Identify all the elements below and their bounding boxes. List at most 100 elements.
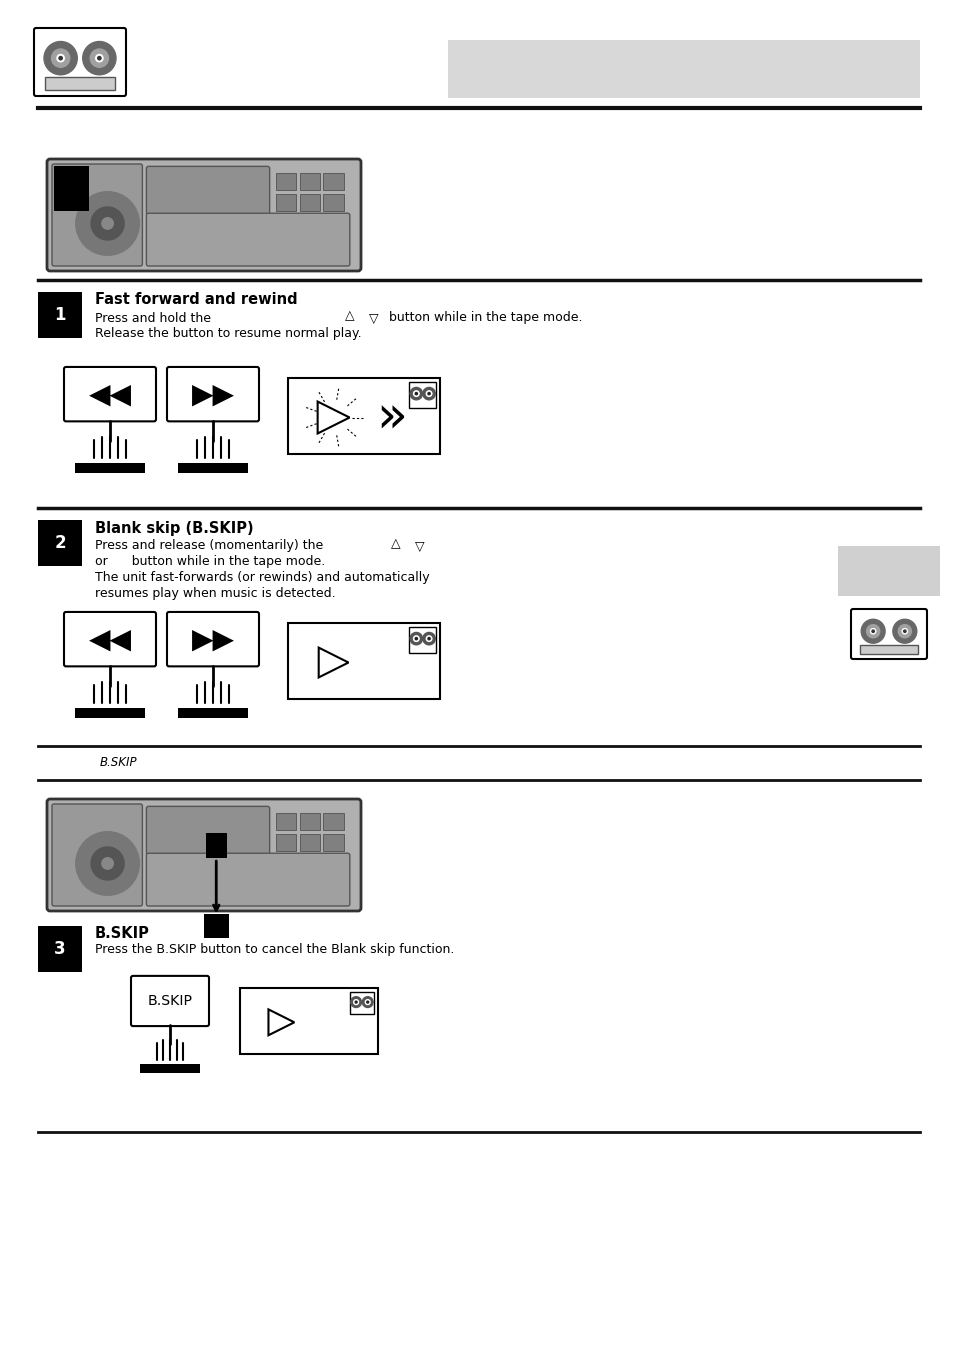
Text: Blank skip (B.SKIP): Blank skip (B.SKIP): [95, 521, 253, 535]
Bar: [299, 813, 320, 830]
FancyBboxPatch shape: [52, 804, 142, 906]
Bar: [409, 383, 436, 408]
Text: or      button while in the tape mode.: or button while in the tape mode.: [95, 556, 325, 568]
Circle shape: [91, 846, 124, 880]
Bar: [409, 627, 436, 653]
Text: △: △: [391, 538, 400, 550]
Bar: [38, 292, 82, 338]
Circle shape: [422, 633, 435, 645]
FancyBboxPatch shape: [167, 612, 258, 667]
Text: Press and hold the: Press and hold the: [95, 311, 211, 324]
FancyBboxPatch shape: [146, 853, 350, 906]
Circle shape: [95, 54, 103, 62]
Bar: [288, 623, 439, 699]
Circle shape: [871, 630, 874, 633]
Bar: [299, 193, 320, 211]
Bar: [45, 77, 115, 89]
FancyBboxPatch shape: [146, 214, 350, 266]
FancyBboxPatch shape: [64, 612, 156, 667]
Circle shape: [75, 192, 139, 256]
Circle shape: [426, 391, 432, 396]
Circle shape: [351, 996, 361, 1007]
Circle shape: [51, 49, 70, 68]
Bar: [288, 379, 439, 454]
Bar: [204, 914, 229, 938]
Text: B.SKIP: B.SKIP: [100, 757, 137, 769]
Circle shape: [861, 619, 884, 644]
Bar: [54, 166, 89, 211]
Text: 1: 1: [54, 306, 66, 324]
Circle shape: [355, 1000, 356, 1003]
Circle shape: [413, 391, 418, 396]
Circle shape: [44, 42, 77, 74]
Bar: [299, 834, 320, 850]
Text: Press the B.SKIP button to cancel the Blank skip function.: Press the B.SKIP button to cancel the Bl…: [95, 944, 454, 956]
Circle shape: [75, 831, 139, 895]
Text: button while in the tape mode.: button while in the tape mode.: [389, 311, 582, 324]
Circle shape: [57, 54, 64, 62]
Bar: [448, 41, 919, 97]
Circle shape: [413, 635, 418, 641]
Bar: [140, 1064, 199, 1073]
Bar: [240, 988, 377, 1055]
Text: 3: 3: [54, 940, 66, 959]
Bar: [350, 992, 374, 1014]
Text: ▽: ▽: [415, 539, 424, 553]
Circle shape: [415, 392, 417, 395]
Circle shape: [422, 388, 435, 400]
Bar: [177, 707, 248, 718]
Circle shape: [354, 999, 358, 1005]
Bar: [275, 193, 296, 211]
Bar: [860, 645, 917, 654]
FancyBboxPatch shape: [146, 806, 270, 854]
FancyBboxPatch shape: [52, 164, 142, 266]
Circle shape: [366, 1000, 368, 1003]
Circle shape: [898, 625, 910, 638]
Bar: [38, 521, 82, 566]
Bar: [38, 926, 82, 972]
Circle shape: [59, 57, 62, 59]
Text: ◀◀: ◀◀: [89, 380, 132, 408]
Text: B.SKIP: B.SKIP: [95, 926, 150, 941]
FancyBboxPatch shape: [47, 799, 360, 911]
Text: Press and release (momentarily) the: Press and release (momentarily) the: [95, 539, 323, 553]
Circle shape: [410, 633, 422, 645]
Circle shape: [428, 392, 430, 395]
FancyBboxPatch shape: [146, 166, 270, 215]
FancyBboxPatch shape: [64, 366, 156, 422]
Text: »: »: [375, 393, 406, 443]
Circle shape: [362, 996, 373, 1007]
Bar: [275, 834, 296, 850]
FancyBboxPatch shape: [131, 976, 209, 1026]
Bar: [275, 813, 296, 830]
Text: ▶▶: ▶▶: [192, 380, 234, 408]
Circle shape: [91, 49, 109, 68]
Bar: [323, 834, 343, 850]
Bar: [74, 707, 145, 718]
Circle shape: [428, 638, 430, 639]
Circle shape: [83, 42, 116, 74]
Bar: [323, 193, 343, 211]
FancyBboxPatch shape: [47, 160, 360, 270]
Text: ▽: ▽: [369, 311, 378, 324]
FancyBboxPatch shape: [850, 608, 926, 658]
Circle shape: [870, 629, 875, 634]
Bar: [275, 173, 296, 189]
Circle shape: [97, 57, 101, 59]
Bar: [206, 833, 226, 859]
Bar: [323, 813, 343, 830]
Text: 2: 2: [54, 534, 66, 552]
Circle shape: [102, 218, 113, 230]
Circle shape: [91, 207, 124, 241]
Circle shape: [365, 999, 370, 1005]
Text: B.SKIP: B.SKIP: [148, 994, 193, 1009]
Text: The unit fast-forwards (or rewinds) and automatically: The unit fast-forwards (or rewinds) and …: [95, 572, 429, 584]
Circle shape: [892, 619, 916, 644]
Bar: [74, 462, 145, 473]
Circle shape: [102, 857, 113, 869]
FancyBboxPatch shape: [167, 366, 258, 422]
Text: ▶▶: ▶▶: [192, 625, 234, 653]
Circle shape: [415, 638, 417, 639]
Bar: [177, 462, 248, 473]
Circle shape: [902, 629, 906, 634]
